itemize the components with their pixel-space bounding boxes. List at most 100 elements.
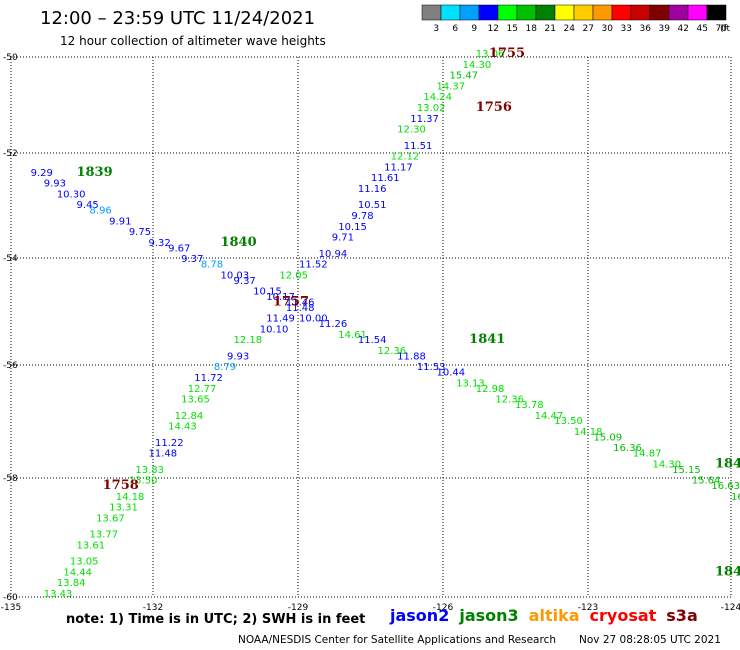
wave-height-label: 16.36 (613, 443, 642, 454)
lon-tick-label: -124 (721, 603, 740, 610)
wave-height-label: 10.94 (319, 249, 348, 260)
wave-height-label: 12.77 (188, 384, 217, 395)
wave-height-label: 11.61 (371, 173, 400, 184)
map-frame (10, 56, 732, 598)
wave-height-label: 10.30 (57, 189, 86, 200)
wave-height-label: 15.47 (450, 71, 479, 82)
legend-label: 36 (640, 24, 652, 34)
pass-time-label: 184 (715, 564, 740, 579)
lat-tick-label: -52 (3, 149, 18, 159)
pass-time-label: 1756 (476, 100, 512, 115)
lon-tick-label: -123 (578, 603, 598, 610)
wave-height-label: 9.29 (31, 168, 53, 179)
wave-height-label: 10.03 (220, 270, 249, 281)
lat-tick-label: -54 (3, 254, 18, 264)
wave-height-label: 9.37 (234, 276, 256, 287)
pass-time-label: 1840 (220, 235, 256, 250)
wave-height-label: 9.32 (148, 238, 170, 249)
wave-height-label: 8.96 (90, 206, 112, 217)
legend-label: 70 (716, 24, 728, 34)
credit-text: NOAA/NESDIS Center for Satellite Applica… (238, 634, 556, 646)
page-title: 12:00 – 23:59 UTC 11/24/2021 (40, 8, 316, 29)
wave-height-label: 14.18 (116, 492, 145, 503)
wave-height-label: 14.37 (436, 81, 465, 92)
wave-height-label: 15.09 (594, 432, 623, 443)
legend-label: 12 (488, 24, 499, 34)
wave-height-label: 12.18 (234, 335, 263, 346)
wave-height-label: 11.51 (404, 141, 433, 152)
legend-label: 39 (659, 24, 671, 34)
wave-height-label: 10.10 (260, 324, 289, 335)
legend-label: 30 (602, 24, 614, 34)
wave-height-label: 13.77 (90, 530, 119, 541)
lon-tick-label: -135 (1, 603, 21, 610)
wave-height-label: 9.78 (351, 211, 373, 222)
wave-height-label: 11.72 (194, 373, 223, 384)
legend-label: 42 (678, 24, 689, 34)
wave-height-label: 14.87 (633, 449, 662, 460)
wave-height-label: 16.47 (731, 492, 740, 503)
wave-height-label: 9.91 (109, 216, 131, 227)
pass-time-label: 1839 (76, 165, 112, 180)
wave-height-label: 12.05 (279, 270, 308, 281)
satellite-s3a: s3a (666, 606, 698, 625)
wave-height-label: 11.22 (155, 438, 184, 449)
legend-label: 15 (507, 24, 518, 34)
wave-height-label: 11.26 (319, 319, 348, 330)
wave-height-label: 15.15 (672, 465, 701, 476)
wave-height-label: 11.52 (299, 260, 328, 271)
wave-height-label: 12.36 (378, 346, 407, 357)
wave-height-label: 13.65 (181, 395, 210, 406)
wave-height-label: 13.06 (476, 49, 505, 60)
lat-tick-label: -50 (3, 53, 18, 63)
wave-height-label: 14.18 (574, 427, 603, 438)
lon-tick-label: -129 (288, 603, 309, 610)
wave-height-label: 9.37 (181, 254, 203, 265)
lat-tick-label: -56 (3, 361, 18, 371)
wave-height-label: 13.61 (76, 540, 105, 551)
satellite-cryosat: cryosat (589, 606, 657, 625)
wave-height-label: 11.49 (266, 314, 295, 325)
lon-tick-label: -132 (143, 603, 163, 610)
wave-height-label: 11.37 (410, 114, 439, 125)
wave-height-label: 9.45 (76, 200, 98, 211)
legend-label: 33 (621, 24, 632, 34)
wave-height-label: 13.13 (456, 378, 485, 389)
legend-label: 6 (452, 24, 458, 34)
wave-height-label: 10.00 (299, 314, 328, 325)
pass-time-label: 1755 (489, 46, 525, 61)
wave-height-label: 15.64 (692, 476, 721, 487)
legend-label: 45 (697, 24, 708, 34)
legend-label: 27 (583, 24, 594, 34)
wave-height-label: 12.30 (397, 125, 426, 136)
wave-height-label: 13.43 (44, 589, 73, 600)
wave-height-label: 13.83 (135, 465, 164, 476)
pass-time-label: 1757 (273, 294, 309, 309)
wave-height-label: 8.79 (214, 362, 236, 373)
wave-height-label: 11.54 (358, 335, 387, 346)
page-subtitle: 12 hour collection of altimeter wave hei… (60, 34, 326, 48)
wave-height-label: 13.84 (57, 578, 86, 589)
wave-height-label: 10.15 (338, 222, 367, 233)
pass-time-label: 1842 (715, 456, 740, 471)
pass-time-label: 1758 (103, 478, 139, 493)
legend-unit: (ft) (720, 24, 731, 34)
wave-height-label: 14.30 (463, 60, 492, 71)
wave-height-label: 13.02 (417, 103, 446, 114)
wave-height-label: 12.12 (391, 152, 420, 163)
footer-note: note: 1) Time is in UTC; 2) SWH is in fe… (66, 612, 366, 627)
wave-height-label: 9.93 (227, 351, 249, 362)
wave-height-label: 14.30 (652, 459, 681, 470)
satellite-jason2: jason2 (390, 606, 450, 625)
wave-height-label: 12.84 (175, 411, 204, 422)
wave-height-label: 14.24 (423, 92, 452, 103)
lat-tick-label: -60 (3, 593, 18, 603)
wave-height-label: 12.98 (476, 384, 505, 395)
wave-height-label: 12.36 (495, 395, 524, 406)
wave-height-label: 9.93 (44, 179, 66, 190)
wave-height-label: 11.48 (286, 303, 315, 314)
legend-label: 3 (433, 24, 439, 34)
legend-swatch (706, 4, 727, 21)
wave-height-label: 13.50 (129, 476, 158, 487)
